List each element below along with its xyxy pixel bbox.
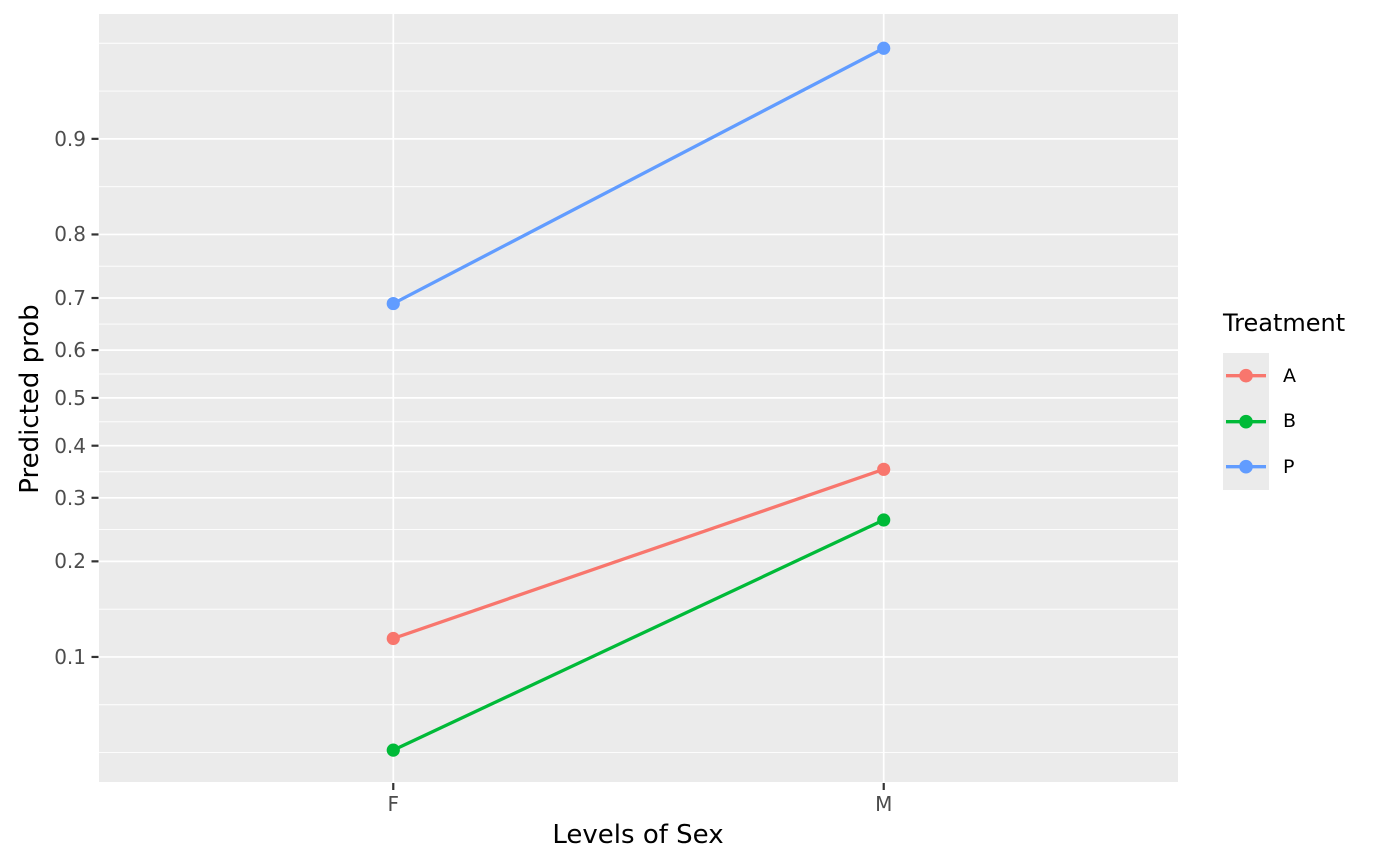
series-line-a xyxy=(392,467,885,641)
series-line-p xyxy=(392,46,885,306)
y-tick-label: 0.1 xyxy=(54,644,86,669)
legend-label: P xyxy=(1283,455,1295,478)
y-axis-title: Predicted prob xyxy=(15,304,45,494)
legend: Treatment A B xyxy=(1223,309,1345,490)
y-tick-label: 0.9 xyxy=(54,126,86,151)
x-tick-label: M xyxy=(875,792,893,816)
y-tick-label: 0.2 xyxy=(54,549,86,574)
y-tick-label: 0.5 xyxy=(54,385,86,410)
legend-label: B xyxy=(1283,410,1297,433)
y-tick-label: 0.3 xyxy=(54,485,86,510)
y-tick-label: 0.6 xyxy=(54,338,86,363)
y-tick-label: 0.4 xyxy=(54,433,86,458)
data-point-b-m xyxy=(877,513,891,527)
legend-key-icon xyxy=(1223,398,1269,444)
legend-item-p: P xyxy=(1223,444,1345,490)
legend-key-icon xyxy=(1223,353,1269,399)
data-point-b-f xyxy=(386,743,400,757)
legend-item-b: B xyxy=(1223,398,1345,444)
data-point-p-f xyxy=(386,296,400,311)
legend-label: A xyxy=(1283,364,1296,387)
y-tick-label: 0.7 xyxy=(54,286,86,310)
data-point-a-f xyxy=(386,631,400,646)
y-tick-label: 0.8 xyxy=(54,222,86,247)
data-point-p-m xyxy=(877,41,891,55)
data-point-a-m xyxy=(877,462,891,476)
legend-item-a: A xyxy=(1223,353,1345,399)
legend-items: A B P xyxy=(1223,353,1345,490)
legend-key-icon xyxy=(1223,444,1269,490)
series-line-b xyxy=(392,518,885,752)
x-tick-label: F xyxy=(387,792,400,816)
x-axis-title: Levels of Sex xyxy=(552,820,724,850)
legend-title: Treatment xyxy=(1223,309,1346,337)
